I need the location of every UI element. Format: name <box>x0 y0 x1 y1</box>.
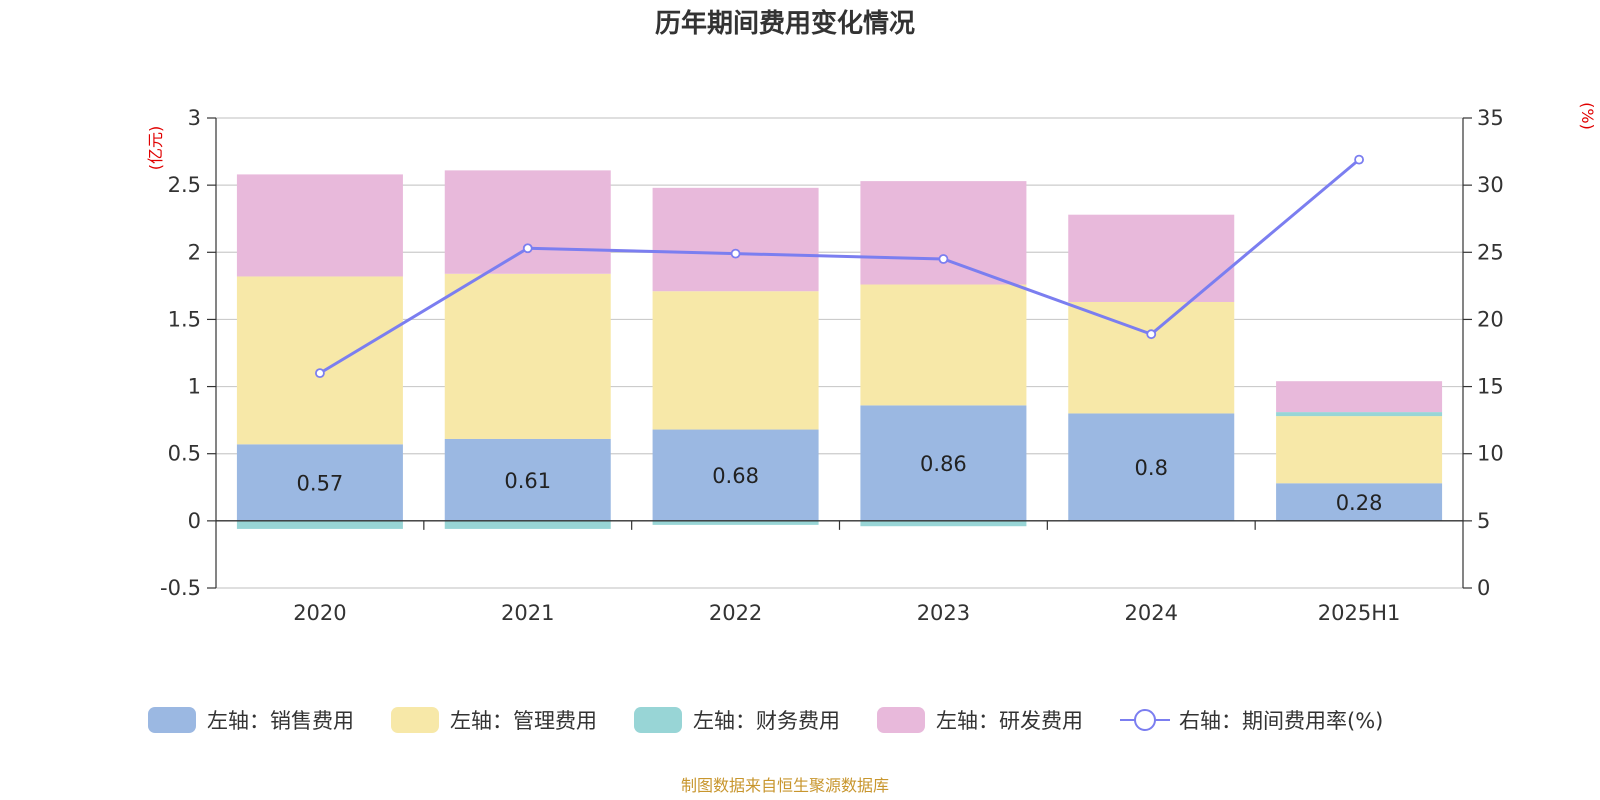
right-tick-label: 10 <box>1477 442 1504 466</box>
expense-rate-line <box>319 158 1361 375</box>
bar-segment <box>236 174 403 277</box>
right-tick-label: 5 <box>1477 509 1490 533</box>
expense-rate-point <box>1354 154 1364 165</box>
expense-rate-point <box>1146 329 1157 340</box>
legend-swatch <box>391 707 439 733</box>
legend-label: 右轴：期间费用率(%) <box>1179 709 1383 733</box>
legend-swatch <box>148 707 196 733</box>
bar-segment <box>1276 483 1443 521</box>
category-label: 2021 <box>501 601 554 625</box>
right-tick-label: 35 <box>1477 106 1504 130</box>
right-tick-label: 30 <box>1477 173 1504 197</box>
bar-segment <box>236 520 403 529</box>
bar-segment <box>860 405 1027 521</box>
bars-layer <box>236 170 1443 529</box>
category-label: 2023 <box>917 601 970 625</box>
expense-rate-point <box>315 368 325 379</box>
bar-segment <box>1068 301 1235 414</box>
bar-segment <box>1068 413 1235 521</box>
chart-title: 历年期间费用变化情况 <box>655 8 915 39</box>
expense-rate-point <box>938 254 949 264</box>
left-axis-unit: (亿元) <box>146 126 165 171</box>
category-label: 2025H1 <box>1318 601 1401 625</box>
left-tick-label: 1 <box>188 375 201 399</box>
legend-swatch <box>634 707 682 733</box>
bar-segment <box>236 276 403 445</box>
left-tick-label: 2.5 <box>168 173 201 197</box>
bar-segment <box>1276 416 1443 484</box>
right-tick-label: 0 <box>1477 576 1490 600</box>
right-axis-unit: (%) <box>1578 102 1597 130</box>
left-tick-label: -0.5 <box>160 576 201 600</box>
bar-segment <box>1276 412 1443 417</box>
bar-segment <box>236 444 403 521</box>
expense-rate-line-layer <box>315 154 1364 379</box>
bar-segment <box>444 273 611 439</box>
bar-data-label: 0.57 <box>297 472 344 496</box>
bar-segment <box>444 438 611 521</box>
bar-segment <box>860 284 1027 406</box>
source-note: 制图数据来自恒生聚源数据库 <box>681 776 889 795</box>
right-tick-label: 15 <box>1477 375 1504 399</box>
bar-segment <box>860 520 1027 527</box>
expense-rate-point <box>522 243 533 254</box>
bar-segment <box>1276 381 1443 413</box>
left-tick-label: 3 <box>188 106 201 130</box>
bar-data-label: 0.68 <box>712 464 759 488</box>
right-tick-label: 20 <box>1477 307 1504 331</box>
category-label: 2020 <box>293 601 346 625</box>
legend-label: 左轴：研发费用 <box>936 709 1083 733</box>
bar-data-label: 0.8 <box>1135 456 1168 480</box>
bar-segment <box>444 170 611 274</box>
bar-segment <box>1068 214 1235 302</box>
bar-segment <box>652 291 819 430</box>
left-tick-label: 1.5 <box>168 307 201 331</box>
bar-data-label: 0.86 <box>920 452 967 476</box>
bar-segment <box>652 520 819 525</box>
bar-segment <box>860 181 1027 285</box>
legend-label: 左轴：管理费用 <box>450 709 597 733</box>
legend-label: 左轴：财务费用 <box>693 709 840 733</box>
left-tick-label: 0.5 <box>168 442 201 466</box>
bar-segment <box>652 429 819 521</box>
left-tick-label: 2 <box>188 240 201 264</box>
category-label: 2024 <box>1125 601 1178 625</box>
bar-segment <box>652 187 819 292</box>
left-tick-label: 0 <box>188 509 201 533</box>
category-label: 2022 <box>709 601 762 625</box>
legend: 左轴：销售费用 左轴：管理费用 左轴：财务费用 左轴：研发费用 右轴：期间费用率(%) <box>148 707 1383 733</box>
legend-swatch <box>877 707 925 733</box>
right-tick-label: 25 <box>1477 240 1504 264</box>
axes-layer: 3 2.5 2 1.5 1 0.5 0 -0.5 35 30 25 20 15 10 5 0 2020 2021 2… <box>160 106 1504 625</box>
bar-labels-layer: 0.57 0.61 0.68 0.86 0.8 0.28 <box>297 452 1383 515</box>
bar-data-label: 0.28 <box>1336 491 1383 515</box>
expense-rate-point <box>730 248 741 259</box>
bar-data-label: 0.61 <box>504 469 551 493</box>
legend-marker-icon <box>1134 709 1156 731</box>
grid-lines <box>216 117 1463 589</box>
legend-label: 左轴：销售费用 <box>207 709 354 733</box>
bar-segment <box>444 520 611 529</box>
